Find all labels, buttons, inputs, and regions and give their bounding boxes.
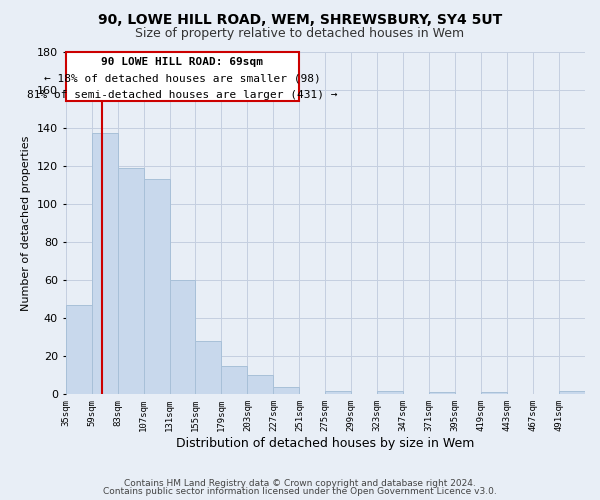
Bar xyxy=(429,392,455,394)
Bar xyxy=(143,179,170,394)
Bar xyxy=(247,376,274,394)
Text: Contains HM Land Registry data © Crown copyright and database right 2024.: Contains HM Land Registry data © Crown c… xyxy=(124,478,476,488)
Bar xyxy=(481,392,507,394)
Bar xyxy=(325,390,351,394)
X-axis label: Distribution of detached houses by size in Wem: Distribution of detached houses by size … xyxy=(176,437,475,450)
Bar xyxy=(65,305,92,394)
Bar xyxy=(221,366,247,394)
Bar xyxy=(559,390,585,394)
FancyBboxPatch shape xyxy=(65,52,299,101)
Bar xyxy=(274,386,299,394)
Text: Size of property relative to detached houses in Wem: Size of property relative to detached ho… xyxy=(136,28,464,40)
Text: 90 LOWE HILL ROAD: 69sqm: 90 LOWE HILL ROAD: 69sqm xyxy=(101,57,263,67)
Text: Contains public sector information licensed under the Open Government Licence v3: Contains public sector information licen… xyxy=(103,487,497,496)
Y-axis label: Number of detached properties: Number of detached properties xyxy=(22,135,31,310)
Text: 81% of semi-detached houses are larger (431) →: 81% of semi-detached houses are larger (… xyxy=(27,90,338,100)
Bar xyxy=(377,390,403,394)
Bar xyxy=(118,168,143,394)
Bar xyxy=(196,341,221,394)
Text: 90, LOWE HILL ROAD, WEM, SHREWSBURY, SY4 5UT: 90, LOWE HILL ROAD, WEM, SHREWSBURY, SY4… xyxy=(98,12,502,26)
Bar xyxy=(92,134,118,394)
Bar xyxy=(170,280,196,394)
Text: ← 18% of detached houses are smaller (98): ← 18% of detached houses are smaller (98… xyxy=(44,74,321,84)
